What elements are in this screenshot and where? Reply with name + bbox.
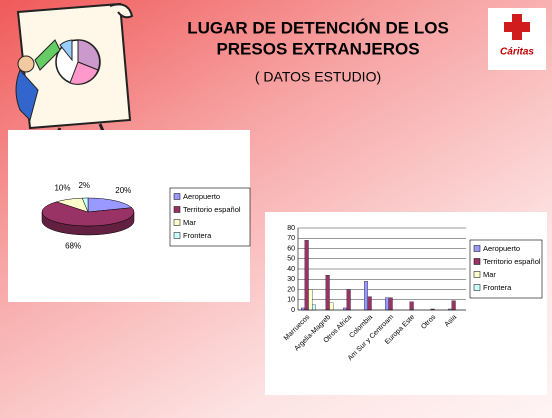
legend-label: Aeropuerto [483,244,520,253]
legend-box [469,239,543,299]
pie-slice [41,201,135,227]
legend-swatch [173,193,181,200]
legend-swatch [173,206,181,213]
y-tick-label: 30 [287,276,295,283]
bar [346,289,351,311]
legend-swatch [473,284,481,291]
legend-label: Aeropuerto [183,192,220,201]
y-tick-label: 40 [287,266,295,273]
legend-swatch [473,258,481,265]
bar [409,301,414,311]
legend-swatch [173,232,181,239]
legend-box [169,187,251,247]
legend-swatch [173,219,181,226]
y-tick-label: 10 [287,297,295,304]
y-tick-label: 80 [287,225,295,232]
y-tick-label: 70 [287,235,295,242]
legend-label: Mar [483,270,496,279]
bar [325,274,330,311]
bar [342,307,347,311]
logo-cross [504,14,530,40]
data-label: 20% [115,186,131,195]
y-tick-label: 60 [287,245,295,252]
bar [300,307,305,311]
bar [312,304,316,311]
bar [329,302,334,311]
legend-swatch [473,271,481,278]
bar [451,300,456,311]
legend-label: Territorio español [183,205,241,214]
pie-slice [81,197,89,213]
data-label: 10% [54,184,70,193]
logo-text: Cáritas [500,47,534,58]
bar [367,296,372,311]
y-tick-label: 50 [287,256,295,263]
bar [304,240,309,311]
legend-label: Territorio español [483,257,541,266]
data-label: 68% [65,241,81,250]
legend-swatch [473,245,481,252]
bar [384,297,389,311]
legend-label: Mar [183,218,196,227]
bar [363,281,368,311]
bar [388,297,393,311]
bar [308,289,313,311]
slide-title: LUGAR DE DETENCIÓN DE LOS [187,18,449,37]
legend-label: Frontera [483,283,512,292]
y-tick-label: 0 [291,307,295,314]
slide-subtitle: ( DATOS ESTUDIO) [255,69,381,85]
slide-title: PRESOS EXTRANJEROS [216,39,419,58]
data-label: 2% [78,181,90,190]
legend-label: Frontera [183,231,212,240]
pie-slice [87,197,133,213]
y-tick-label: 20 [287,286,295,293]
